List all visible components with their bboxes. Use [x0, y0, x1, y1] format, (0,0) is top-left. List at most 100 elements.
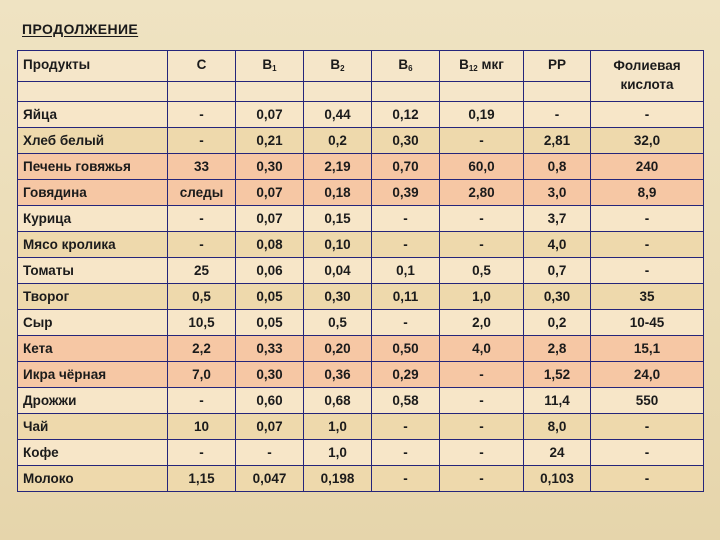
cell-folate: - [590, 257, 704, 284]
table-body: Яйца -0,07 0,44 0,12 0,19- - Хлеб белый -0,21 0,… [17, 101, 704, 492]
cell-c: 25 [167, 257, 236, 284]
header-spacer-cell [439, 81, 524, 102]
cell-b2: 1,0 [303, 439, 372, 466]
cell-folate: 8,9 [590, 179, 704, 206]
cell-b6: - [371, 439, 440, 466]
cell-b12: 2,80 [439, 179, 524, 206]
header-spacer-cell [371, 81, 440, 102]
cell-product-name: Икра чёрная [17, 361, 168, 388]
cell-b12: 2,0 [439, 309, 524, 336]
cell-b6: 0,12 [371, 101, 440, 128]
table-row: Чай 10 0,07 1,0- -8,0- [17, 413, 704, 440]
header-spacer-cell [167, 81, 236, 102]
cell-b12: 0,5 [439, 257, 524, 284]
header-spacer-cell [235, 81, 304, 102]
cell-product-name: Мясо кролика [17, 231, 168, 258]
cell-b6: 0,70 [371, 153, 440, 180]
cell-product-name: Дрожжи [17, 387, 168, 414]
cell-b1: 0,60 [235, 387, 304, 414]
table-row: Говядина следы 0,07 0,18 0,39 2,80 3,0 8,9 [17, 179, 704, 206]
cell-product-name: Молоко [17, 465, 168, 492]
cell-folate: 35 [590, 283, 704, 310]
cell-b1: 0,07 [235, 179, 304, 206]
cell-c: 10 [167, 413, 236, 440]
cell-b12: - [439, 413, 524, 440]
header-folate-line1: Фолиевая [613, 58, 681, 73]
cell-b12: - [439, 361, 524, 388]
header-b1: В1 [235, 50, 304, 82]
header-product: Продукты [17, 50, 168, 82]
cell-b1: 0,21 [235, 127, 304, 154]
header-b12-sub: 12 [468, 64, 478, 73]
cell-b2: 0,18 [303, 179, 372, 206]
cell-b6: 0,58 [371, 387, 440, 414]
cell-b2: 0,36 [303, 361, 372, 388]
cell-product-name: Говядина [17, 179, 168, 206]
cell-b2: 0,198 [303, 465, 372, 492]
cell-folate: 550 [590, 387, 704, 414]
cell-b2: 1,0 [303, 413, 372, 440]
cell-pp: 0,7 [523, 257, 591, 284]
cell-folate: - [590, 465, 704, 492]
cell-b1: 0,30 [235, 153, 304, 180]
slide-title: ПРОДОЛЖЕНИЕ [22, 21, 139, 37]
header-b2: В2 [303, 50, 372, 82]
cell-b1: 0,05 [235, 283, 304, 310]
header-b2-sub: 2 [340, 64, 345, 73]
cell-c: следы [167, 179, 236, 206]
cell-pp: 8,0 [523, 413, 591, 440]
cell-c: 33 [167, 153, 236, 180]
cell-b2: 0,30 [303, 283, 372, 310]
cell-b12: - [439, 127, 524, 154]
header-b2-base: В [330, 57, 341, 72]
header-b1-sub: 1 [272, 64, 277, 73]
header-folate-line2: кислота [620, 77, 674, 92]
cell-pp: 24 [523, 439, 591, 466]
cell-b1: - [235, 439, 304, 466]
cell-b2: 0,04 [303, 257, 372, 284]
cell-b2: 0,5 [303, 309, 372, 336]
cell-b1: 0,07 [235, 413, 304, 440]
cell-b1: 0,06 [235, 257, 304, 284]
cell-b12: 60,0 [439, 153, 524, 180]
cell-c: - [167, 387, 236, 414]
cell-c: - [167, 127, 236, 154]
table-row: Кета 2,2 0,33 0,20 0,50 4,0 2,8 15,1 [17, 335, 704, 362]
cell-b1: 0,08 [235, 231, 304, 258]
cell-b6: 0,39 [371, 179, 440, 206]
table-row: Сыр 10,5 0,05 0,5-2,0 0,2 10-45 [17, 309, 704, 336]
header-pp: PP [523, 50, 591, 82]
table-row: Яйца -0,07 0,44 0,12 0,19- - [17, 101, 704, 128]
header-spacer-row [17, 81, 704, 102]
cell-b2: 0,20 [303, 335, 372, 362]
cell-b12: 1,0 [439, 283, 524, 310]
cell-folate: 15,1 [590, 335, 704, 362]
header-row: Продукты C В1 В2 В6 В12 мкг PP Фолиевая к… [17, 50, 704, 102]
cell-folate: - [590, 439, 704, 466]
cell-product-name: Курица [17, 205, 168, 232]
cell-folate: - [590, 413, 704, 440]
vitamin-table: Продукты C В1 В2 В6 В12 мкг PP Фолиевая к… [17, 50, 704, 492]
table-row: Мясо кролика -0,08 0,10- -4,0- [17, 231, 704, 258]
header-spacer-cell [17, 81, 168, 102]
cell-folate: 32,0 [590, 127, 704, 154]
header-b12-base: В [459, 57, 469, 72]
cell-pp: 2,8 [523, 335, 591, 362]
cell-pp: - [523, 101, 591, 128]
cell-pp: 3,7 [523, 205, 591, 232]
cell-b6: - [371, 231, 440, 258]
cell-folate: 10-45 [590, 309, 704, 336]
cell-c: 10,5 [167, 309, 236, 336]
cell-b1: 0,047 [235, 465, 304, 492]
header-spacer-cell [303, 81, 372, 102]
cell-pp: 2,81 [523, 127, 591, 154]
cell-b2: 0,68 [303, 387, 372, 414]
cell-c: 0,5 [167, 283, 236, 310]
header-b6-sub: 6 [408, 64, 413, 73]
cell-b2: 0,15 [303, 205, 372, 232]
cell-pp: 11,4 [523, 387, 591, 414]
table-row: Кофе - -1,0- -24- [17, 439, 704, 466]
cell-b6: 0,29 [371, 361, 440, 388]
cell-pp: 4,0 [523, 231, 591, 258]
cell-b1: 0,07 [235, 101, 304, 128]
